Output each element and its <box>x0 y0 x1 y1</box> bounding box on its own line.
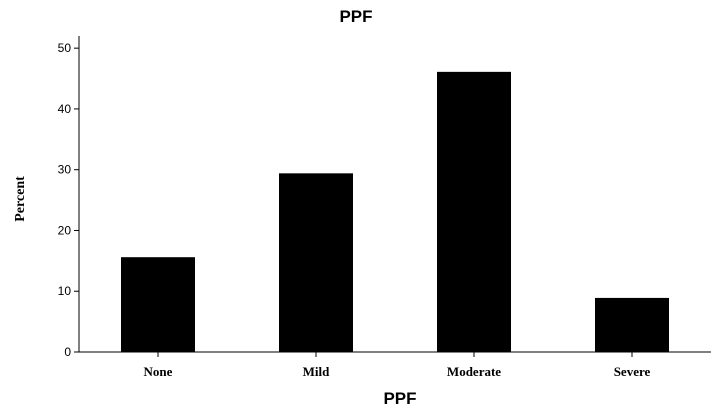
bar-moderate <box>437 71 511 352</box>
y-tick-label: 50 <box>58 41 72 55</box>
y-tick-label: 20 <box>58 223 72 237</box>
y-tick-label: 10 <box>58 284 72 298</box>
plot-area: 0 10 20 30 40 50 None Mild Moderate Severe <box>58 36 711 379</box>
x-tick-label: Moderate <box>447 364 501 379</box>
x-tick-label: None <box>144 364 173 379</box>
y-tick-label: 0 <box>64 345 71 359</box>
bar-severe <box>595 297 669 352</box>
bar-none <box>121 257 195 352</box>
x-axis-label: PPF <box>383 389 416 408</box>
bar-mild <box>279 173 353 352</box>
chart-title: PPF <box>339 7 372 26</box>
y-tick-label: 40 <box>58 102 72 116</box>
x-tick-label: Mild <box>303 364 330 379</box>
y-tick-label: 30 <box>58 163 72 177</box>
y-axis-label: Percent <box>13 176 28 222</box>
x-tick-label: Severe <box>614 364 651 379</box>
